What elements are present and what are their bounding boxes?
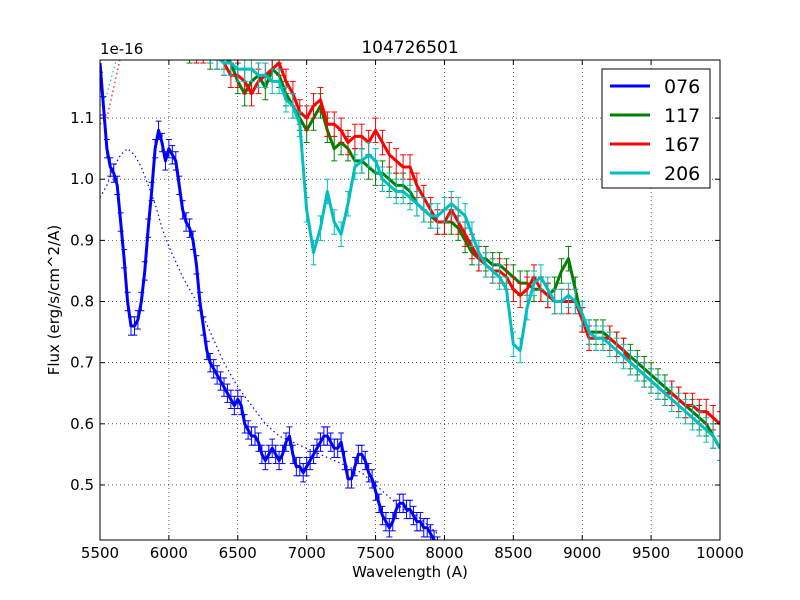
legend-label: 117 — [664, 105, 700, 127]
chart-title: 104726501 — [361, 38, 458, 58]
series-line-206 — [218, 60, 720, 450]
model-line-167-model — [100, 60, 121, 125]
plot-frame — [99, 59, 721, 541]
legend-box — [601, 68, 711, 189]
legend-label: 206 — [664, 163, 700, 185]
y-tick-label: 0.9 — [70, 231, 94, 249]
x-tick-label: 10000 — [696, 544, 744, 562]
x-tick-label: 9000 — [563, 544, 601, 562]
data-series — [100, 60, 720, 540]
y-tick-label: 0.7 — [70, 354, 94, 372]
x-tick-label: 8500 — [494, 544, 532, 562]
axis-ticks: 5500 6000 6500 7000 7500 8000 8500 9000 9500 1000… — [70, 60, 744, 562]
legend: 076 117 167 206 — [601, 68, 711, 189]
x-axis-label: Wavelength (A) — [352, 563, 468, 581]
y-tick-label: 1.1 — [70, 109, 94, 127]
y-tick-label: 1.0 — [70, 170, 94, 188]
y-tick-label: 0.6 — [70, 415, 94, 433]
series-206 — [207, 60, 720, 462]
x-tick-label: 6000 — [150, 544, 188, 562]
x-tick-label: 7000 — [288, 544, 326, 562]
model-curves — [100, 60, 438, 535]
series-line-076 — [100, 62, 436, 540]
y-offset-label: 1e-16 — [100, 40, 143, 58]
y-tick-label: 0.5 — [70, 476, 94, 494]
x-tick-label: 5500 — [81, 544, 119, 562]
y-tick-label: 0.8 — [70, 293, 94, 311]
x-tick-label: 9500 — [632, 544, 670, 562]
x-tick-label: 6500 — [219, 544, 257, 562]
legend-label: 076 — [664, 76, 700, 98]
x-tick-label: 7500 — [356, 544, 394, 562]
series-076 — [100, 60, 441, 540]
y-axis-label: Flux (erg/s/cm^2/A) — [45, 225, 63, 376]
x-tick-label: 8000 — [425, 544, 463, 562]
legend-label: 167 — [664, 134, 700, 156]
